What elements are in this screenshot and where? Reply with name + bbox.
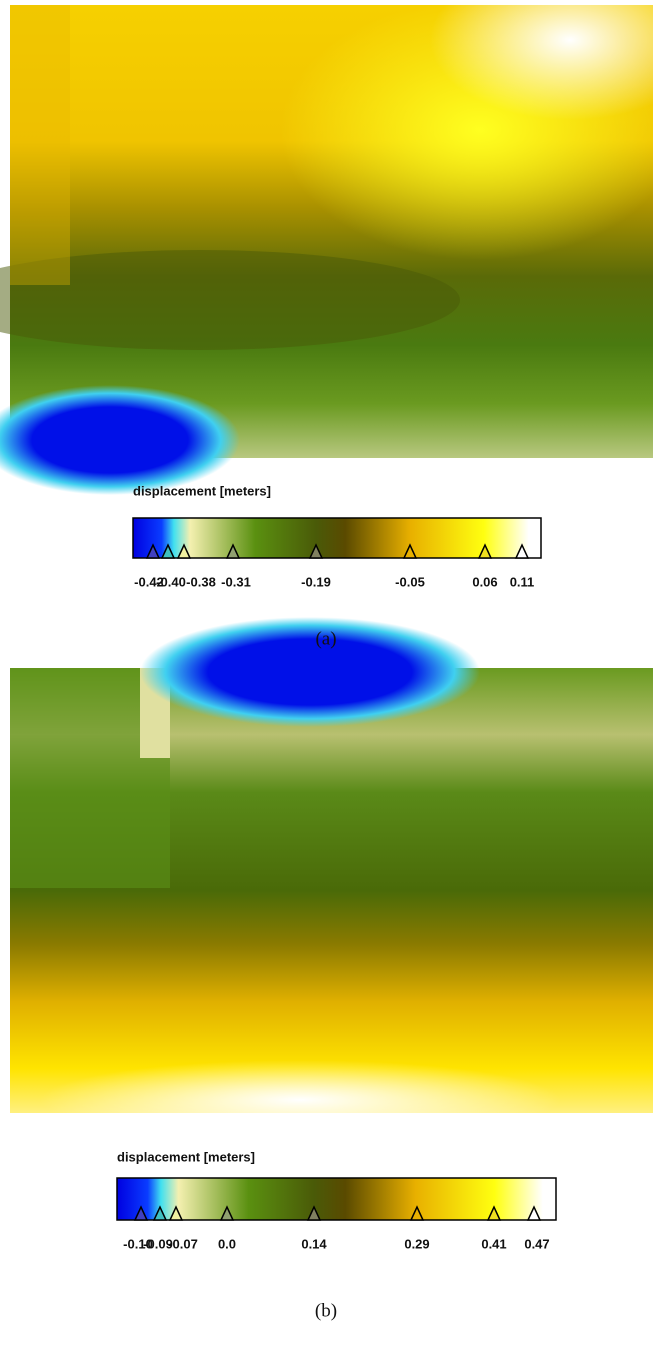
- caption: (a): [315, 628, 336, 649]
- tick-label: -0.40: [156, 574, 186, 589]
- tick-label: 0.0: [218, 1236, 236, 1251]
- tick-label: 0.29: [404, 1236, 429, 1251]
- tick-label: 0.47: [524, 1236, 549, 1251]
- tick-label: -0.19: [301, 574, 331, 589]
- tick-label: -0.07: [168, 1236, 198, 1251]
- tick-label: -0.05: [395, 574, 425, 589]
- tick-label: 0.06: [472, 574, 497, 589]
- displacement-map-a: [0, 0, 653, 495]
- legend-title: displacement [meters]: [117, 1149, 255, 1164]
- tick-label: 0.41: [481, 1236, 506, 1251]
- tick-label: -0.38: [186, 574, 216, 589]
- tick-label: 0.11: [510, 574, 535, 589]
- colorbar: [133, 518, 541, 558]
- displacement-map-b: [10, 617, 653, 1140]
- caption: (b): [315, 1300, 337, 1321]
- page: {"panels": [ {"legend_title": "displacem…: [0, 0, 653, 1351]
- tick-label: 0.14: [301, 1236, 327, 1251]
- tick-label: -0.31: [221, 574, 251, 589]
- legend-title: displacement [meters]: [133, 483, 271, 498]
- figure: displacement [meters]-0.42-0.40-0.38-0.3…: [0, 0, 653, 1351]
